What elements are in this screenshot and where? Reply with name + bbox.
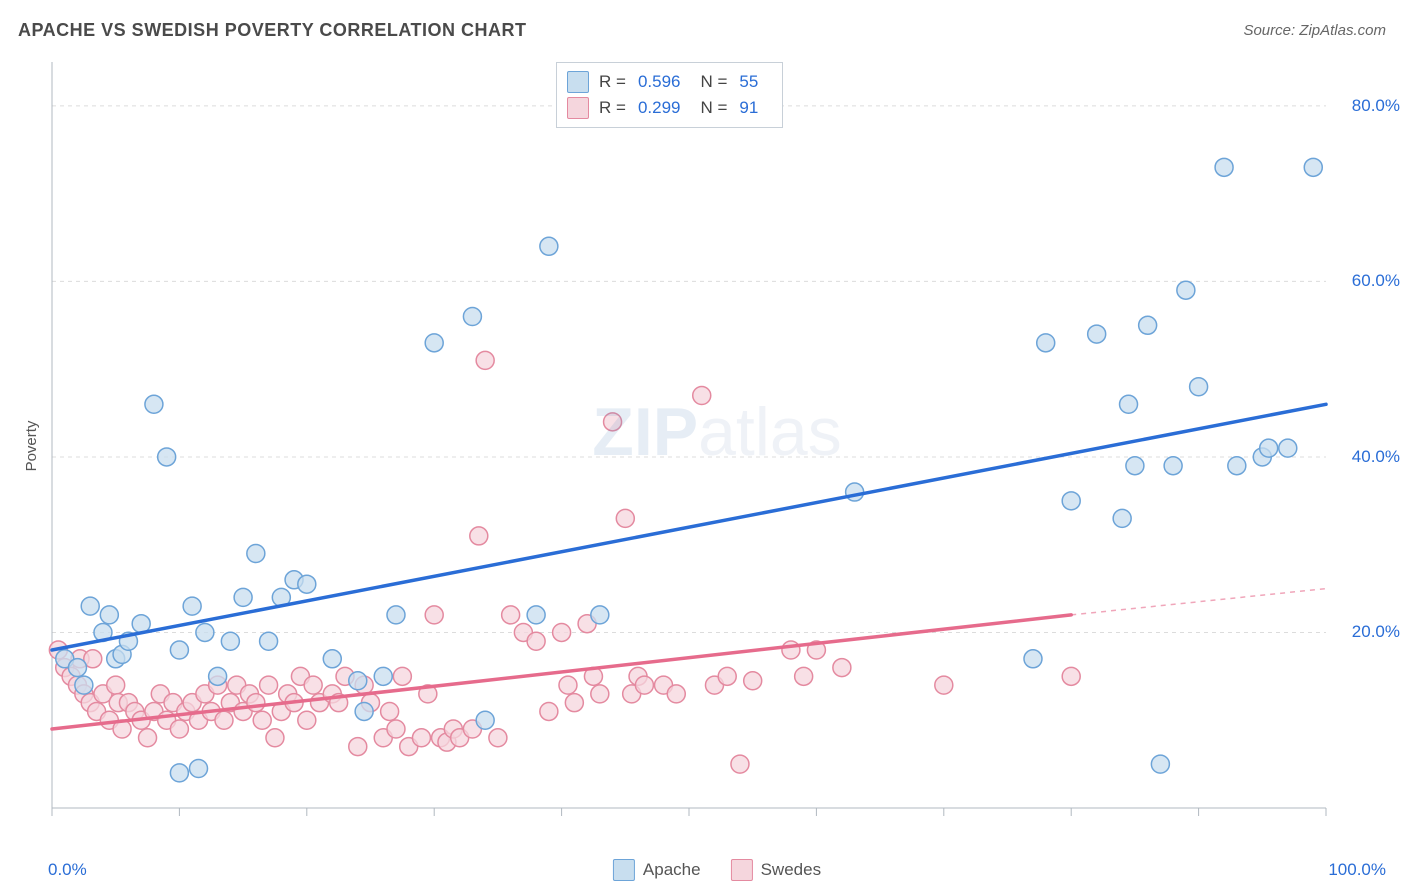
x-min-label: 0.0% xyxy=(48,860,87,880)
x-max-label: 100.0% xyxy=(1328,860,1386,880)
y-tick-label: 20.0% xyxy=(1352,622,1400,642)
n-value-apache: 55 xyxy=(737,72,768,92)
n-label: N = xyxy=(700,98,727,118)
n-value-swedes: 91 xyxy=(737,98,768,118)
legend-item-swedes: Swedes xyxy=(731,859,821,881)
swatch-apache xyxy=(613,859,635,881)
y-tick-label: 60.0% xyxy=(1352,271,1400,291)
x-axis: 0.0% Apache Swedes 100.0% xyxy=(48,860,1386,880)
y-tick-label: 80.0% xyxy=(1352,96,1400,116)
legend-row-apache: R = 0.596 N = 55 xyxy=(567,69,768,95)
chart-title: APACHE VS SWEDISH POVERTY CORRELATION CH… xyxy=(18,20,527,41)
plot-area: ZIPatlas xyxy=(48,58,1386,838)
stats-legend: R = 0.596 N = 55 R = 0.299 N = 91 xyxy=(556,62,783,128)
swatch-swedes xyxy=(731,859,753,881)
r-label: R = xyxy=(599,98,626,118)
r-label: R = xyxy=(599,72,626,92)
r-value-apache: 0.596 xyxy=(636,72,691,92)
n-label: N = xyxy=(700,72,727,92)
scatter-plot xyxy=(48,58,1386,838)
legend-label-apache: Apache xyxy=(643,860,701,880)
swatch-swedes xyxy=(567,97,589,119)
r-value-swedes: 0.299 xyxy=(636,98,691,118)
y-axis-label: Poverty xyxy=(23,421,40,472)
y-tick-label: 40.0% xyxy=(1352,447,1400,467)
swatch-apache xyxy=(567,71,589,93)
series-legend: Apache Swedes xyxy=(613,859,821,881)
legend-row-swedes: R = 0.299 N = 91 xyxy=(567,95,768,121)
source-label: Source: ZipAtlas.com xyxy=(1243,22,1386,39)
legend-label-swedes: Swedes xyxy=(761,860,821,880)
legend-item-apache: Apache xyxy=(613,859,701,881)
